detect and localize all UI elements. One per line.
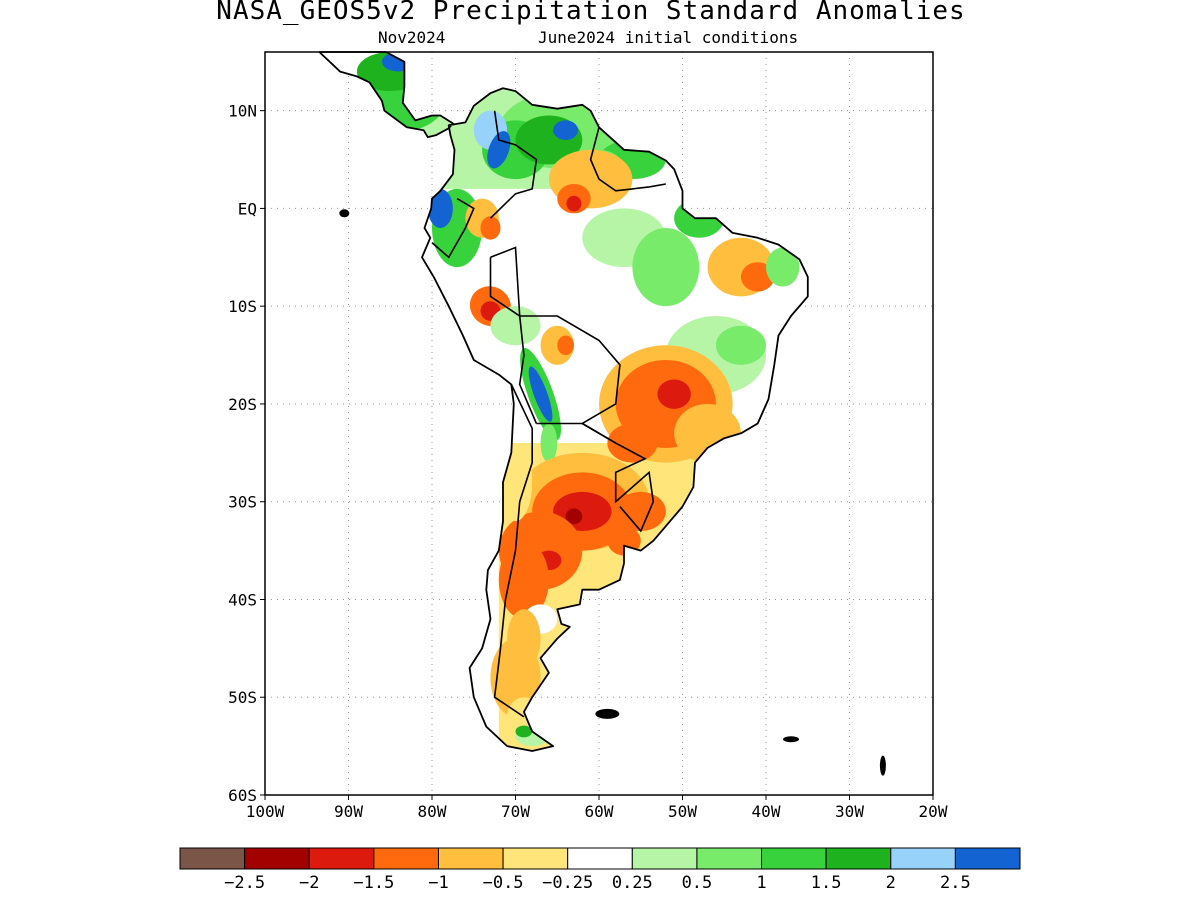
x-tick-label: 70W	[501, 802, 530, 821]
colorbar-swatch	[696, 847, 763, 870]
colorbar-label: 0.5	[682, 873, 713, 893]
colorbar-label: 2.5	[940, 873, 971, 893]
y-tick-label: 40S	[228, 590, 257, 609]
y-tick-label: 10N	[228, 102, 257, 121]
colorbar-swatch	[244, 847, 310, 870]
x-tick-label: 80W	[418, 802, 447, 821]
anomaly-patch	[427, 188, 453, 228]
colorbar-label: −1	[428, 873, 448, 893]
country-border	[581, 422, 655, 533]
y-tick-label: 20S	[228, 395, 257, 414]
x-tick-label: 60W	[585, 802, 614, 821]
chart-title: NASA_GEOS5v2 Precipitation Standard Anom…	[216, 0, 966, 26]
colorbar-label: −2	[299, 873, 319, 893]
anomaly-patch	[487, 131, 511, 169]
anomaly-patch	[557, 335, 574, 356]
colorbar-swatch	[308, 847, 375, 870]
island	[339, 209, 350, 218]
anomaly-patch	[715, 325, 766, 365]
anomaly-patch	[740, 262, 775, 292]
island	[879, 755, 886, 776]
anomaly-patch	[490, 306, 541, 346]
colorbar-swatch	[954, 847, 1021, 870]
island	[783, 736, 800, 743]
colorbar-label: 1	[756, 873, 766, 893]
anomaly-patch	[553, 120, 579, 140]
coastline-path	[318, 51, 809, 752]
anomaly-patch	[566, 195, 582, 212]
colorbar-swatch	[761, 847, 827, 870]
country-border	[589, 127, 666, 192]
y-tick-label: 50S	[228, 688, 257, 707]
country-border	[431, 197, 475, 259]
colorbar-swatch	[179, 847, 246, 870]
colorbar-label: −0.25	[542, 873, 593, 893]
anomaly-patch	[515, 725, 533, 738]
colorbar-label: 2	[886, 873, 896, 893]
coastline	[318, 51, 886, 776]
y-tick-label: 10S	[228, 297, 257, 316]
country-border	[489, 246, 521, 318]
colorbar-label: −2.5	[224, 873, 265, 893]
colorbar-swatch	[567, 847, 633, 870]
country-border	[489, 110, 538, 219]
anomaly-patch	[528, 366, 553, 422]
y-tick-label: EQ	[238, 199, 257, 218]
anomaly-patch	[607, 423, 658, 463]
colorbar-swatch	[825, 847, 892, 870]
colorbar-swatch	[631, 847, 698, 870]
island	[595, 708, 620, 719]
y-tick-label: 30S	[228, 493, 257, 512]
x-tick-label: 40W	[752, 802, 781, 821]
colorbar-label: −0.5	[483, 873, 524, 893]
anomaly-patch	[565, 508, 583, 525]
anomaly-patch	[632, 227, 700, 307]
x-tick-label: 20W	[919, 802, 948, 821]
colorbar-label: 0.25	[612, 873, 653, 893]
country-border	[518, 315, 621, 425]
y-tick-label: 60S	[228, 786, 257, 805]
x-tick-label: 100W	[246, 802, 285, 821]
anomaly-patch	[498, 540, 549, 620]
colorbar-label: 1.5	[811, 873, 842, 893]
colorbar-label: −1.5	[353, 873, 394, 893]
forecast-month: Nov2024	[378, 28, 446, 47]
longitude-axis: 100W 90W 80W 70W 60W 50W 40W 30W 20W	[246, 795, 948, 821]
country-border	[581, 422, 617, 444]
colorbar-swatch	[890, 847, 956, 870]
colorbar: −2.5 −2 −1.5 −1 −0.5 −0.25 0.25 0.5 1 1.5 2 2.5	[179, 847, 1021, 893]
x-tick-label: 50W	[668, 802, 697, 821]
latitude-axis: 10N EQ 10S 20S 30S 40S 50S 60S	[228, 102, 265, 805]
anomaly-patch	[657, 379, 691, 409]
colorbar-swatch	[502, 847, 569, 870]
x-tick-label: 90W	[334, 802, 363, 821]
anomaly-patch	[540, 423, 558, 463]
country-border	[493, 384, 533, 718]
colorbar-swatch	[437, 847, 504, 870]
x-tick-label: 30W	[835, 802, 864, 821]
initial-conditions: June2024 initial conditions	[538, 28, 799, 47]
anomaly-patch	[490, 638, 541, 717]
anomaly-patch	[766, 247, 800, 287]
colorbar-swatch	[373, 847, 439, 870]
anomaly-patch	[480, 216, 501, 240]
